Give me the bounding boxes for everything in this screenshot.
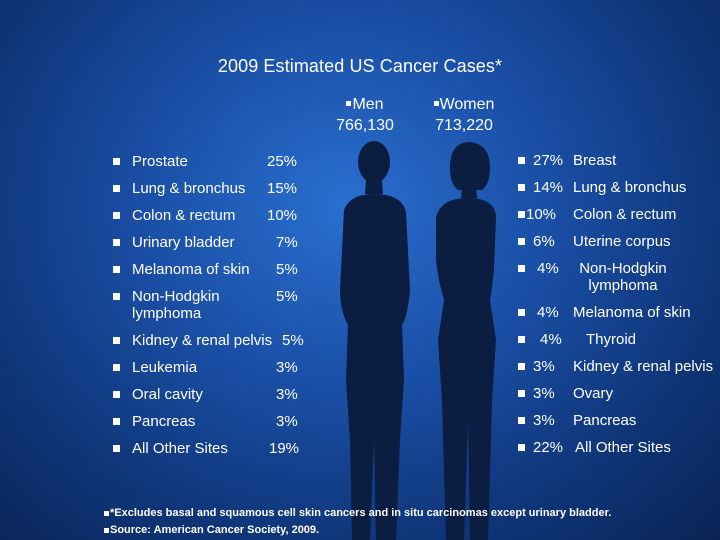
cancer-site: All Other Sites (575, 439, 671, 456)
cancer-site: Colon & rectum (573, 206, 677, 223)
percentage: 3% (533, 358, 555, 375)
percentage: 5% (276, 261, 298, 278)
bullet-icon (518, 184, 525, 191)
slide-title: 2009 Estimated US Cancer Cases* (217, 56, 503, 76)
percentage: 3% (533, 385, 555, 402)
cancer-site: Urinary bladder (132, 234, 235, 251)
bullet-icon (113, 212, 120, 219)
cancer-site: Oral cavity (132, 386, 203, 403)
bullet-icon (113, 239, 120, 246)
man-silhouette (340, 141, 410, 540)
percentage: 10% (267, 207, 298, 224)
cancer-site: Melanoma of skin (132, 261, 250, 278)
percentage: 15% (267, 180, 298, 197)
percentage: 3% (276, 386, 298, 403)
bullet-icon (113, 445, 120, 452)
percentage: 25% (267, 153, 298, 170)
men-label: Men (352, 96, 384, 113)
bullet-icon (518, 390, 525, 397)
percentage: 19% (269, 440, 300, 457)
cancer-site: Leukemia (132, 359, 198, 376)
bullet-icon (433, 101, 439, 107)
bullet-icon (113, 391, 120, 398)
cancer-site: Pancreas (573, 412, 637, 429)
cancer-site: Ovary (573, 385, 614, 402)
percentage: 6% (533, 233, 555, 250)
percentage: 7% (276, 234, 298, 251)
cancer-site: Breast (573, 152, 617, 169)
woman-silhouette (436, 142, 496, 540)
percentage: 3% (276, 413, 298, 430)
bullet-icon (113, 418, 120, 425)
source-note: Source: American Cancer Society, 2009. (104, 524, 319, 536)
bullet-icon (113, 293, 120, 300)
percentage: 4% (540, 331, 562, 348)
bullet-icon (113, 364, 120, 371)
women-header: Women 713,220 (424, 94, 504, 136)
cancer-site: Kidney & renal pelvis (573, 358, 714, 375)
bullet-icon (104, 510, 109, 516)
bullet-icon (518, 157, 525, 164)
cancer-site: Non-Hodgkin lymphoma (579, 260, 667, 294)
cancer-site: Thyroid (586, 331, 637, 348)
cancer-site: Uterine corpus (573, 233, 671, 250)
percentage: 10% (526, 206, 557, 223)
cancer-site: All Other Sites (132, 440, 228, 457)
bullet-icon (518, 211, 525, 218)
men-header: Men 766,130 (330, 94, 400, 136)
cancer-site: Melanoma of skin (573, 304, 691, 321)
footnote: *Excludes basal and squamous cell skin c… (104, 507, 611, 519)
women-label: Women (439, 96, 495, 113)
men-count: 766,130 (336, 117, 394, 134)
bullet-icon (518, 238, 525, 245)
percentage: 4% (537, 304, 559, 321)
cancer-site: Lung & bronchus (132, 180, 246, 197)
bullet-icon (346, 101, 352, 107)
bullet-icon (518, 265, 525, 272)
bullet-icon (113, 266, 120, 273)
percentage: 5% (276, 288, 298, 305)
cancer-site: Prostate (132, 153, 188, 170)
bullet-icon (113, 185, 120, 192)
percentage: 22% (533, 439, 564, 456)
percentage: 3% (276, 359, 298, 376)
bullet-icon (104, 527, 109, 533)
cancer-site: Non-Hodgkin lymphoma (132, 288, 220, 322)
women-count: 713,220 (435, 117, 493, 134)
bullet-icon (518, 336, 525, 343)
bullet-icon (518, 444, 525, 451)
bullet-icon (518, 417, 525, 424)
percentage: 27% (533, 152, 564, 169)
cancer-site: Colon & rectum (132, 207, 236, 224)
cancer-site: Pancreas (132, 413, 196, 430)
percentage: 4% (537, 260, 559, 277)
bullet-icon (518, 363, 525, 370)
percentage: 3% (533, 412, 555, 429)
cancer-site: Lung & bronchus (573, 179, 687, 196)
percentage: 5% (282, 332, 304, 349)
bullet-icon (518, 309, 525, 316)
bullet-icon (113, 158, 120, 165)
bullet-icon (113, 337, 120, 344)
percentage: 14% (533, 179, 564, 196)
cancer-site: Kidney & renal pelvis (132, 332, 273, 349)
